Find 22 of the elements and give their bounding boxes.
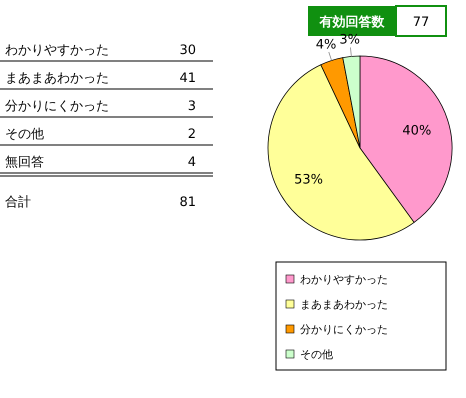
text: 41 <box>179 71 196 86</box>
data-label: 53% <box>294 172 323 188</box>
text: わかりやすかった <box>5 43 109 58</box>
text: 4 <box>188 155 196 170</box>
data-label: 4% <box>316 37 336 52</box>
legend-label: 分かりにくかった <box>300 323 388 336</box>
text: 30 <box>179 43 196 58</box>
data-label: 3% <box>339 32 360 48</box>
text: 3 <box>188 99 196 114</box>
text: 無回答 <box>5 155 44 170</box>
text: 合計 <box>5 195 31 210</box>
text: 分かりにくかった <box>5 99 109 114</box>
legend-label: まあまあわかった <box>300 298 388 311</box>
text: 77 <box>412 15 430 30</box>
legend-label: その他 <box>300 348 333 361</box>
text: その他 <box>5 127 44 142</box>
text: 81 <box>179 195 196 210</box>
data-label: 40% <box>402 124 432 139</box>
text: まあまあわかった <box>5 71 109 86</box>
text: 2 <box>188 127 196 142</box>
text: 有効回答数 <box>318 14 386 30</box>
legend-label: わかりやすかった <box>300 273 388 286</box>
